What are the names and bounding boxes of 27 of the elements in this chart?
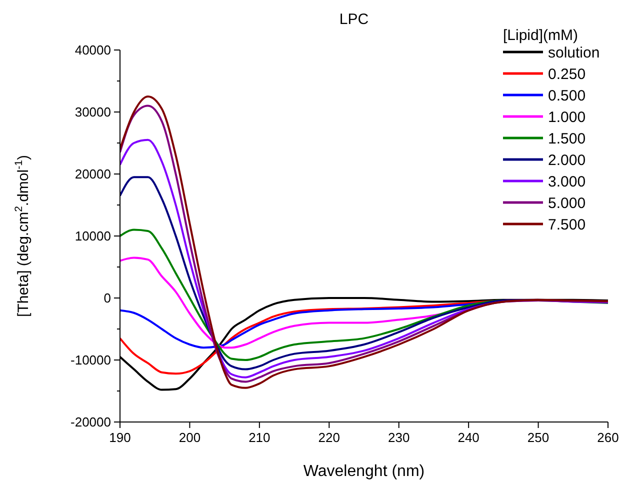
legend-label: 3.000	[548, 173, 586, 190]
y-tick-label: 30000	[74, 104, 111, 120]
chart-title: LPC	[339, 11, 369, 28]
x-tick-label: 260	[597, 430, 619, 445]
x-tick-label: 200	[178, 430, 201, 445]
legend-label: 1.000	[548, 108, 586, 126]
legend-title: [Lipid](mM)	[503, 27, 578, 44]
x-tick-label: 210	[248, 430, 270, 445]
y-tick-label: 20000	[74, 166, 111, 182]
y-tick-label: 10000	[74, 228, 111, 244]
legend-label: 0.250	[548, 66, 586, 83]
legend-label: 0.500	[548, 87, 586, 104]
x-axis-title: Wavelenght (nm)	[303, 463, 425, 480]
legend-label: solution	[548, 44, 600, 62]
y-tick-label: -20000	[70, 414, 111, 430]
legend-label: 2.000	[548, 152, 586, 169]
y-tick-label: -10000	[70, 352, 111, 368]
x-tick-label: 230	[388, 430, 410, 445]
legend-label: 1.500	[548, 130, 586, 148]
y-tick-label: 0	[104, 290, 111, 306]
legend-label: 7.500	[548, 216, 586, 234]
legend-label: 5.000	[548, 194, 586, 212]
x-tick-label: 190	[109, 430, 131, 445]
x-tick-label: 220	[318, 430, 340, 445]
x-tick-label: 250	[527, 430, 550, 445]
y-tick-label: 40000	[74, 42, 111, 58]
x-tick-label: 240	[458, 430, 480, 445]
